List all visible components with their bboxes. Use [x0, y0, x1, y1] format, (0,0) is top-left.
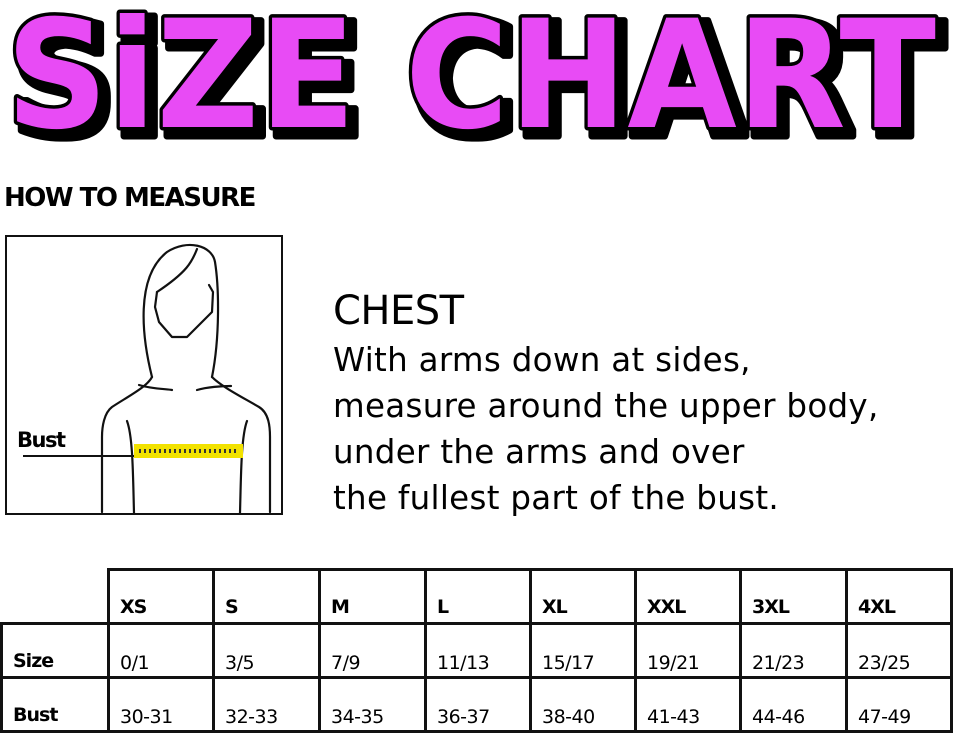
- table-header-row: XS S M L XL XXL 3XL 4XL: [1, 568, 953, 625]
- header-cell: L: [424, 568, 532, 625]
- table-cell: 0/1: [107, 622, 215, 679]
- header-cell: XXL: [634, 568, 742, 625]
- woman-figure-illustration: [23, 243, 272, 515]
- measure-illustration: Bust: [5, 235, 283, 515]
- table-cell: 41-43: [634, 676, 742, 733]
- chest-heading: CHEST: [333, 288, 464, 334]
- table-cell: 11/13: [424, 622, 532, 679]
- header-cell: M: [318, 568, 427, 625]
- header-cell: XS: [107, 568, 215, 625]
- chest-instruction-line: measure around the upper body,: [333, 387, 879, 425]
- table-cell: 23/25: [845, 622, 953, 679]
- page-title: SiZE CHART: [3, 0, 940, 150]
- chest-instruction-line: With arms down at sides,: [333, 341, 751, 379]
- table-row: Bust 30-31 32-33 34-35 36-37 38-40 41-43…: [0, 676, 953, 733]
- table-cell: 47-49: [845, 676, 953, 733]
- header-empty-cell: [1, 569, 109, 625]
- how-to-measure-heading: HOW TO MEASURE: [4, 183, 256, 213]
- chest-instruction-line: under the arms and over: [333, 433, 745, 471]
- table-cell: 34-35: [318, 676, 427, 733]
- header-cell: 3XL: [739, 568, 848, 625]
- table-cell: 30-31: [107, 676, 215, 733]
- header-cell: 4XL: [845, 568, 953, 625]
- table-cell: 44-46: [739, 676, 848, 733]
- row-label: Bust: [0, 676, 110, 733]
- table-row: Size 0/1 3/5 7/9 11/13 15/17 19/21 21/23…: [0, 622, 953, 679]
- table-cell: 36-37: [424, 676, 532, 733]
- header-cell: S: [212, 568, 321, 625]
- table-cell: 21/23: [739, 622, 848, 679]
- table-cell: 19/21: [634, 622, 742, 679]
- table-cell: 38-40: [529, 676, 637, 733]
- header-cell: XL: [529, 568, 637, 625]
- row-label: Size: [0, 622, 110, 679]
- tape-measure: [134, 444, 243, 458]
- table-cell: 7/9: [318, 622, 427, 679]
- table-cell: 3/5: [212, 622, 321, 679]
- bust-label: Bust: [17, 428, 66, 452]
- table-cell: 15/17: [529, 622, 637, 679]
- chest-instruction-line: the fullest part of the bust.: [333, 479, 780, 517]
- table-cell: 32-33: [212, 676, 321, 733]
- title-text: SiZE CHART: [6, 0, 936, 150]
- size-table: XS S M L XL XXL 3XL 4XL Size 0/1 3/5 7/9…: [0, 568, 953, 733]
